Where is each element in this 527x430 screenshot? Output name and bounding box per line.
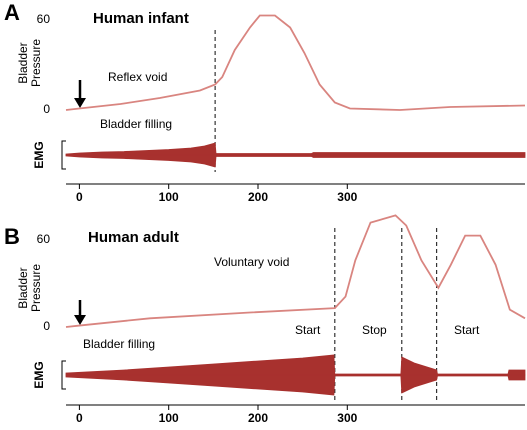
panel-letter: A — [4, 0, 20, 25]
x-tick-label: 100 — [159, 190, 179, 204]
arrow-head — [74, 315, 86, 325]
panel-title: Human adult — [88, 229, 179, 246]
emg-envelope — [65, 154, 526, 168]
emg-envelope — [65, 142, 526, 156]
emg-label: EMG — [32, 141, 46, 168]
pressure-line — [65, 214, 526, 328]
x-tick-label: 0 — [76, 411, 83, 425]
y-axis-label: Pressure — [29, 39, 43, 87]
x-tick-label: 100 — [159, 411, 179, 425]
annotation: Start — [454, 323, 480, 337]
x-tick-label: 200 — [248, 411, 268, 425]
emg-bracket — [61, 140, 66, 170]
panel-letter: B — [4, 224, 20, 249]
y-tick-label: 60 — [37, 12, 51, 26]
x-tick-label: 0 — [76, 190, 83, 204]
y-tick-label: 0 — [43, 102, 50, 116]
annotation: Bladder filling — [83, 337, 155, 351]
annotation: Voluntary void — [214, 255, 289, 269]
annotation: Stop — [362, 323, 387, 337]
y-axis-label: Bladder — [16, 267, 30, 308]
emg-bracket — [61, 360, 66, 390]
x-tick-label: 300 — [337, 411, 357, 425]
x-tick-label: 300 — [337, 190, 357, 204]
y-tick-label: 0 — [43, 319, 50, 333]
annotation: Bladder filling — [100, 117, 172, 131]
x-tick-label: 200 — [248, 190, 268, 204]
arrow-head — [74, 98, 86, 108]
emg-envelope — [65, 374, 526, 396]
emg-label: EMG — [32, 361, 46, 388]
y-axis-label: Bladder — [16, 42, 30, 83]
emg-envelope — [65, 354, 526, 376]
y-axis-label: Pressure — [29, 264, 43, 312]
annotation: Start — [295, 323, 321, 337]
annotation: Reflex void — [108, 70, 167, 84]
panel-title: Human infant — [93, 10, 189, 27]
y-tick-label: 60 — [37, 232, 51, 246]
pressure-line — [65, 14, 526, 111]
